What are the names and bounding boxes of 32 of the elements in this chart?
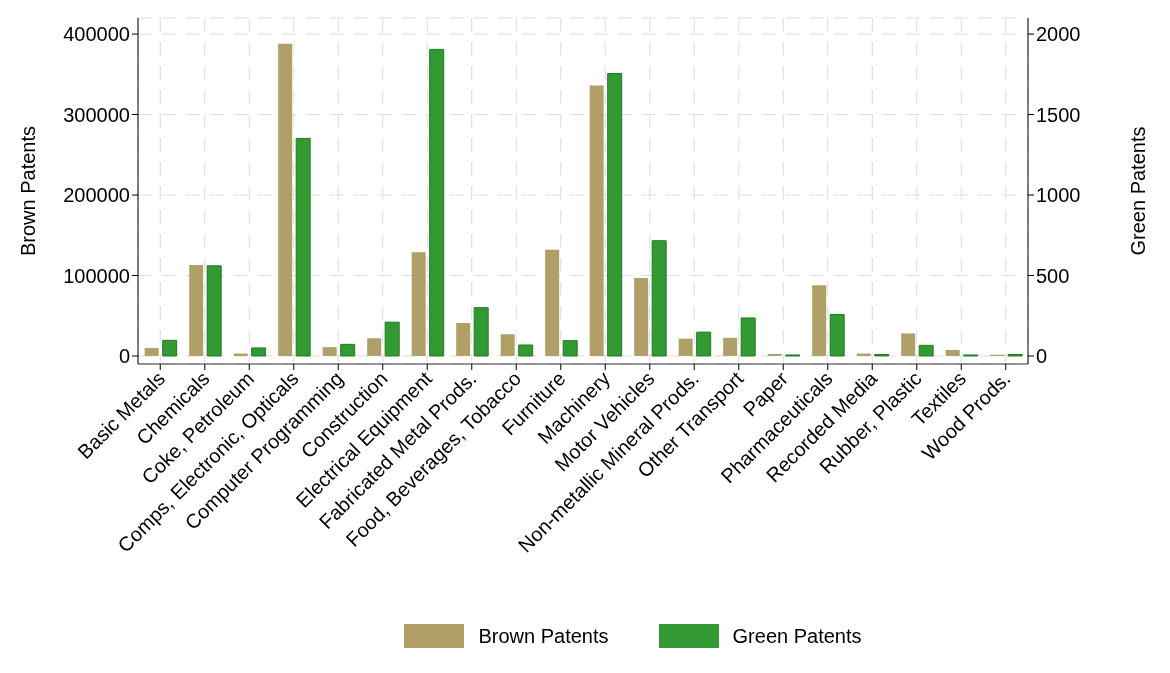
bar: [562, 340, 578, 357]
bar: [144, 347, 159, 356]
bar: [322, 347, 337, 356]
bar: [945, 349, 960, 356]
bar: [767, 353, 782, 356]
bar: [589, 85, 604, 356]
y2-tick-label: 1500: [1036, 103, 1081, 126]
y-tick-label: 200000: [63, 184, 130, 207]
y2-tick-label: 0: [1036, 345, 1048, 368]
bar: [545, 249, 560, 356]
y-tick-label: 300000: [63, 103, 130, 126]
y2-tick-label: 1000: [1036, 184, 1081, 207]
y-axis-title: Brown Patents: [17, 125, 40, 257]
bar: [607, 73, 623, 357]
legend-label: Green Patents: [732, 624, 862, 648]
bar: [740, 317, 756, 357]
y2-axis-title: Green Patents: [1127, 126, 1150, 256]
bar: [162, 339, 178, 357]
y2-tick-label: 2000: [1036, 23, 1081, 46]
y-tick-label: 400000: [63, 23, 130, 46]
bar: [340, 343, 356, 357]
y-tick-label: 0: [118, 345, 130, 368]
y-tick-label: 100000: [63, 264, 130, 287]
bar: [518, 344, 534, 357]
bar: [251, 347, 267, 357]
bar: [429, 48, 445, 357]
bar: [500, 334, 515, 356]
legend-label: Brown Patents: [478, 624, 609, 648]
y2-tick-label: 500: [1036, 264, 1070, 287]
bar: [411, 252, 426, 356]
bar: [678, 338, 693, 356]
bar: [696, 331, 712, 357]
